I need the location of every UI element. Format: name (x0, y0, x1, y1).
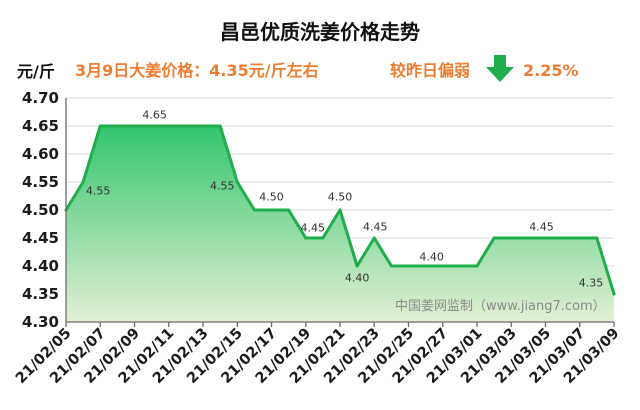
data-point (167, 124, 171, 128)
y-tick-label: 4.45 (22, 229, 59, 247)
data-label: 4.45 (301, 222, 326, 235)
data-point (133, 124, 136, 128)
down-arrow-icon (486, 55, 514, 82)
data-label: 4.45 (529, 221, 554, 234)
y-tick-label: 4.35 (22, 285, 59, 303)
y-tick-label: 4.30 (22, 313, 59, 331)
y-tick-label: 4.60 (22, 145, 59, 163)
data-point (526, 236, 530, 240)
watermark: 中国姜网监制（www.jiang7.com） (395, 299, 606, 314)
price-area (66, 126, 614, 322)
data-label: 4.40 (419, 251, 444, 264)
data-point (252, 208, 256, 212)
y-axis-ticks: 4.70 4.65 4.60 4.55 4.50 4.45 4.40 4.35 4.30 (22, 89, 59, 331)
data-point (81, 180, 85, 184)
data-point (561, 236, 565, 240)
data-point (201, 124, 205, 128)
data-point (338, 208, 342, 212)
y-tick-label: 4.55 (22, 173, 59, 191)
y-tick-label: 4.70 (22, 89, 59, 107)
data-label: 4.50 (328, 191, 353, 204)
data-label: 4.40 (345, 272, 370, 285)
arrow-head (486, 67, 514, 82)
data-point (458, 264, 462, 268)
data-point (235, 180, 239, 184)
data-points (64, 124, 616, 296)
data-point (475, 264, 479, 268)
data-point (287, 208, 291, 212)
data-point (424, 264, 428, 268)
data-label: 4.35 (579, 277, 604, 290)
y-tick-label: 4.50 (22, 201, 59, 219)
data-point (492, 236, 496, 240)
data-point (407, 264, 410, 268)
data-label: 4.65 (142, 109, 167, 122)
data-point (184, 124, 188, 128)
data-label: 4.45 (363, 221, 388, 234)
data-point (355, 264, 359, 268)
data-point (372, 236, 376, 240)
data-point (578, 236, 582, 240)
data-point (389, 264, 393, 268)
data-point (218, 124, 222, 128)
data-label: 4.50 (259, 191, 284, 204)
data-point (304, 236, 308, 240)
data-label: 4.55 (210, 180, 235, 193)
data-point (115, 124, 119, 128)
arrow-shaft (494, 55, 506, 69)
data-point (321, 236, 325, 240)
change-percent: 2.25% (523, 61, 579, 80)
price-note: 3月9日大姜价格：4.35元/斤左右 (75, 61, 319, 80)
data-point (595, 236, 599, 240)
data-point (150, 124, 154, 128)
data-point (98, 124, 102, 128)
data-point (612, 292, 616, 296)
chart-title: 昌邑优质洗姜价格走势 (220, 20, 420, 44)
data-point (441, 264, 445, 268)
y-tick-label: 4.65 (22, 117, 59, 135)
y-tick-label: 4.40 (22, 257, 59, 275)
data-labels: 4.55 4.65 4.55 4.50 4.45 4.50 4.40 4.45 4.40 4.45… (86, 109, 603, 290)
data-point (544, 236, 547, 240)
data-label: 4.55 (86, 185, 111, 198)
trend-text: 较昨日偏弱 (390, 61, 470, 80)
y-axis-unit-label: 元/斤 (17, 62, 55, 81)
data-point (270, 208, 273, 212)
data-point (509, 236, 513, 240)
x-axis-ticks: 21/02/0521/02/0721/02/0921/02/1121/02/13… (13, 322, 623, 387)
